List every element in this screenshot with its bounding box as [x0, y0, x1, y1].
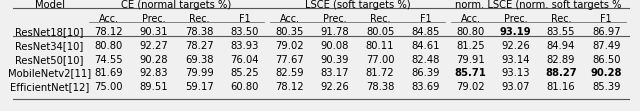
Text: 79.02: 79.02: [456, 82, 485, 92]
Text: Prec.: Prec.: [504, 14, 527, 24]
Text: 78.12: 78.12: [275, 82, 304, 92]
Text: 85.39: 85.39: [592, 82, 620, 92]
Text: 93.14: 93.14: [502, 55, 530, 65]
Text: CE (normal targets %): CE (normal targets %): [122, 0, 232, 10]
Text: 83.50: 83.50: [230, 27, 259, 37]
Text: 78.27: 78.27: [185, 41, 214, 51]
Text: 76.04: 76.04: [230, 55, 259, 65]
Text: Prec.: Prec.: [323, 14, 347, 24]
Text: 77.67: 77.67: [275, 55, 304, 65]
Text: 84.61: 84.61: [411, 41, 440, 51]
Text: Rec.: Rec.: [551, 14, 572, 24]
Text: 86.97: 86.97: [592, 27, 621, 37]
Text: 79.99: 79.99: [185, 68, 214, 78]
Text: 86.39: 86.39: [411, 68, 440, 78]
Text: 83.93: 83.93: [230, 41, 259, 51]
Text: ResNet50[10]: ResNet50[10]: [15, 55, 84, 65]
Text: 92.83: 92.83: [140, 68, 168, 78]
Text: 80.35: 80.35: [275, 27, 304, 37]
Text: LSCE (soft targets %): LSCE (soft targets %): [305, 0, 410, 10]
Text: 78.38: 78.38: [366, 82, 394, 92]
Text: F1: F1: [239, 14, 250, 24]
Text: ResNet34[10]: ResNet34[10]: [15, 41, 84, 51]
Text: 84.94: 84.94: [547, 41, 575, 51]
Text: F1: F1: [600, 14, 612, 24]
Text: Rec.: Rec.: [189, 14, 209, 24]
Text: 59.17: 59.17: [185, 82, 214, 92]
Text: 80.11: 80.11: [366, 41, 394, 51]
Text: 82.89: 82.89: [547, 55, 575, 65]
Text: 84.85: 84.85: [411, 27, 440, 37]
Text: 77.00: 77.00: [366, 55, 394, 65]
Text: 85.71: 85.71: [454, 68, 486, 78]
Text: 89.51: 89.51: [140, 82, 168, 92]
Text: 81.72: 81.72: [366, 68, 394, 78]
Text: 81.25: 81.25: [456, 41, 485, 51]
Text: 90.28: 90.28: [140, 55, 168, 65]
Text: 78.38: 78.38: [185, 27, 213, 37]
Text: 75.00: 75.00: [95, 82, 123, 92]
Text: MobileNetv2[11]: MobileNetv2[11]: [8, 68, 91, 78]
Text: 85.25: 85.25: [230, 68, 259, 78]
Text: norm. LSCE (norm. soft targets %: norm. LSCE (norm. soft targets %: [455, 0, 621, 10]
Text: 92.26: 92.26: [321, 82, 349, 92]
Text: 93.13: 93.13: [502, 68, 530, 78]
Text: 79.91: 79.91: [456, 55, 485, 65]
Text: 92.27: 92.27: [140, 41, 168, 51]
Text: 82.59: 82.59: [275, 68, 304, 78]
Text: Acc.: Acc.: [99, 14, 119, 24]
Text: 80.80: 80.80: [456, 27, 484, 37]
Text: 81.69: 81.69: [95, 68, 123, 78]
Text: 60.80: 60.80: [230, 82, 259, 92]
Text: 90.31: 90.31: [140, 27, 168, 37]
Text: 90.08: 90.08: [321, 41, 349, 51]
Text: 80.80: 80.80: [95, 41, 123, 51]
Text: 79.02: 79.02: [275, 41, 304, 51]
Text: 83.55: 83.55: [547, 27, 575, 37]
Text: 86.50: 86.50: [592, 55, 620, 65]
Text: 83.17: 83.17: [321, 68, 349, 78]
Text: 80.05: 80.05: [366, 27, 394, 37]
Text: ResNet18[10]: ResNet18[10]: [15, 27, 84, 37]
Text: 92.26: 92.26: [501, 41, 530, 51]
Text: 78.12: 78.12: [95, 27, 123, 37]
Text: Model: Model: [35, 0, 65, 10]
Text: EfficientNet[12]: EfficientNet[12]: [10, 82, 89, 92]
Text: Rec.: Rec.: [370, 14, 390, 24]
Text: 90.28: 90.28: [591, 68, 622, 78]
Text: 74.55: 74.55: [95, 55, 123, 65]
Text: 91.78: 91.78: [321, 27, 349, 37]
Text: 88.27: 88.27: [545, 68, 577, 78]
Text: Acc.: Acc.: [280, 14, 300, 24]
Text: 81.16: 81.16: [547, 82, 575, 92]
Text: 82.48: 82.48: [411, 55, 440, 65]
Text: 93.19: 93.19: [500, 27, 532, 37]
Text: 87.49: 87.49: [592, 41, 620, 51]
Text: F1: F1: [419, 14, 431, 24]
Text: 93.07: 93.07: [502, 82, 530, 92]
Text: 83.69: 83.69: [411, 82, 440, 92]
Text: 69.38: 69.38: [185, 55, 213, 65]
Text: 90.39: 90.39: [321, 55, 349, 65]
Text: Acc.: Acc.: [461, 14, 481, 24]
Text: Prec.: Prec.: [142, 14, 166, 24]
